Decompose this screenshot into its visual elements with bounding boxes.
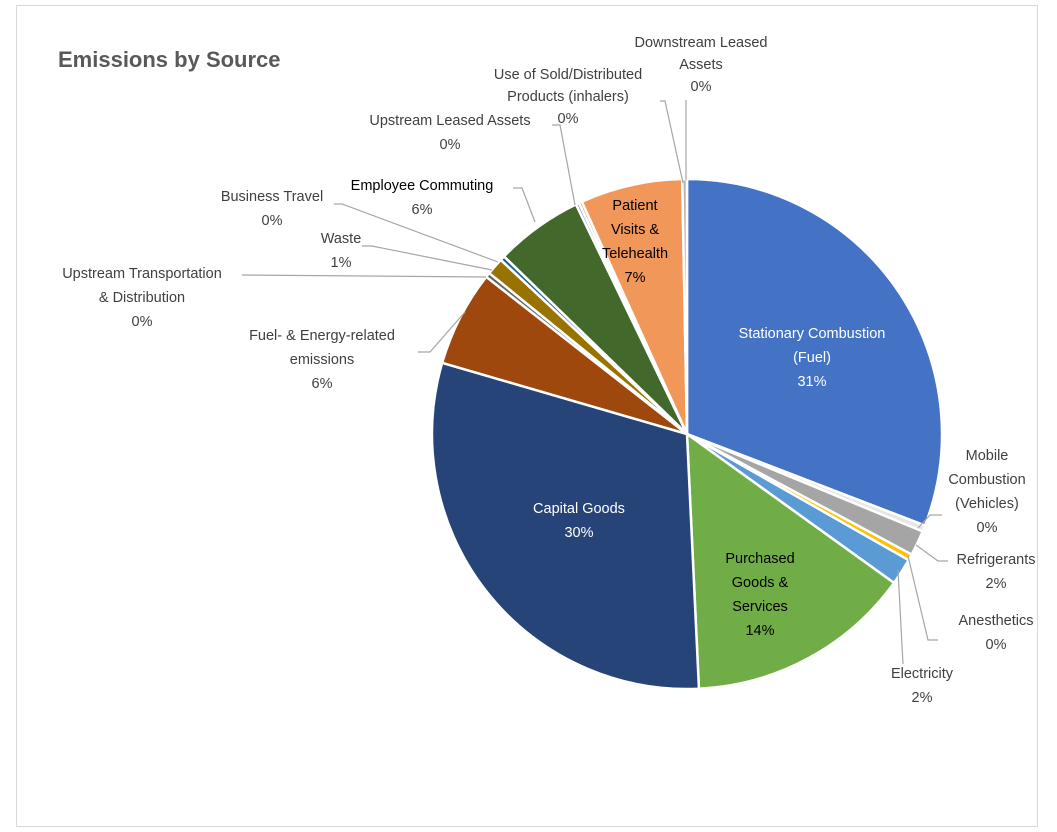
data-label-text-5: Services (732, 599, 788, 615)
data-label-text-1: (Vehicles) (955, 496, 1019, 512)
data-label-text-7: emissions (290, 352, 354, 368)
data-label-pct-13: 0% (558, 111, 579, 127)
data-label-pct-0: 31% (797, 374, 826, 390)
pie-slice-6 (430, 361, 701, 691)
leader-line-4 (897, 569, 904, 665)
data-label-text-8: Upstream Transportation (62, 266, 222, 282)
data-label-text-14: Telehealth (602, 246, 668, 262)
data-label-text-15: Assets (679, 57, 723, 73)
leader-line-10 (334, 203, 499, 263)
leader-line-3 (907, 555, 938, 641)
leader-line-8 (241, 274, 487, 278)
data-label-pct-1: 0% (977, 520, 998, 536)
data-label-pct-8: 0% (132, 314, 153, 330)
pie-slices (430, 177, 944, 691)
data-label-text-5: Goods & (732, 575, 789, 591)
data-label-text-8: & Distribution (99, 290, 185, 306)
leader-line-1 (917, 514, 942, 529)
data-label-text-6: Capital Goods (533, 501, 625, 517)
data-labels: Stationary Combustion (Fuel) 31% Mobile Comb… (62, 35, 1035, 706)
leader-line-2 (915, 544, 948, 562)
data-label-text-11: Employee Commuting (351, 178, 494, 194)
data-label-text-14: Visits & (611, 222, 659, 238)
pie-slice-0 (685, 177, 944, 527)
data-label-text-10: Business Travel (221, 189, 323, 205)
leader-line-12 (552, 124, 576, 206)
data-label-text-14: Patient (612, 198, 657, 214)
data-label-text-7: Fuel- & Energy-related (249, 328, 395, 344)
data-label-pct-14: 7% (625, 270, 646, 286)
data-label-pct-12: 0% (440, 137, 461, 153)
data-label-text-2: Refrigerants (957, 552, 1036, 568)
data-label-text-0: (Fuel) (793, 350, 831, 366)
data-label-text-1: Mobile (966, 448, 1009, 464)
pie-slice-5 (685, 432, 896, 690)
data-label-text-12: Upstream Leased Assets (369, 113, 530, 129)
data-label-pct-3: 0% (986, 637, 1007, 653)
data-label-text-4: Electricity (891, 666, 954, 682)
data-label-text-0: Stationary Combustion (739, 326, 886, 342)
data-label-pct-2: 2% (986, 576, 1007, 592)
data-label-pct-5: 14% (745, 623, 774, 639)
data-label-pct-11: 6% (412, 202, 433, 218)
data-label-pct-15: 0% (691, 79, 712, 95)
data-label-text-15: Downstream Leased (635, 35, 768, 51)
leader-line-13 (660, 100, 684, 184)
data-label-pct-6: 30% (564, 525, 593, 541)
data-label-pct-9: 1% (331, 255, 352, 271)
leader-line-7 (418, 311, 466, 353)
data-label-text-5: Purchased (725, 551, 794, 567)
data-label-pct-10: 0% (262, 213, 283, 229)
leader-line-9 (362, 245, 493, 271)
data-label-pct-7: 6% (312, 376, 333, 392)
leader-line-11 (513, 187, 536, 223)
data-label-text-9: Waste (321, 231, 362, 247)
data-label-text-13: Products (inhalers) (507, 89, 629, 105)
data-label-text-3: Anesthetics (959, 613, 1034, 629)
data-label-text-1: Combustion (948, 472, 1025, 488)
chart-title: Emissions by Source (58, 47, 281, 72)
data-label-pct-4: 2% (912, 690, 933, 706)
data-label-text-13: Use of Sold/Distributed (494, 67, 642, 83)
